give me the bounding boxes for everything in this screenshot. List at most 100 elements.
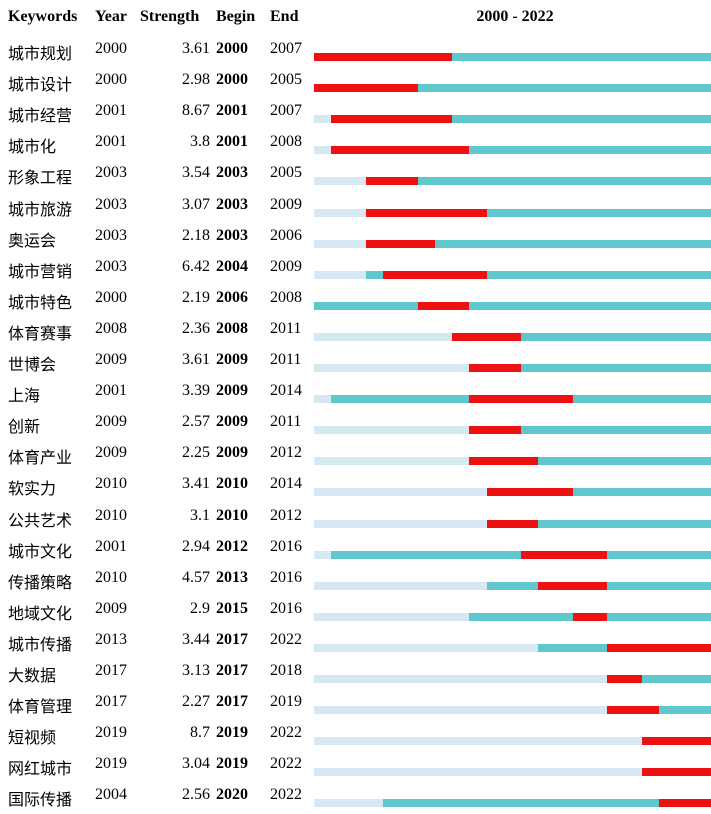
active-period-bar (486, 519, 711, 528)
table-row: 城市规划 2000 3.61 2000 2007 (0, 34, 711, 68)
begin-cell: 2003 (216, 195, 248, 213)
keyword-cell: 体育管理 (8, 697, 73, 717)
table-row: 上海 2001 3.39 2009 2014 (0, 376, 711, 410)
header-keywords: Keywords (8, 8, 78, 25)
inactive-period-bar (314, 332, 453, 341)
begin-cell: 2017 (216, 662, 248, 679)
end-cell: 2016 (270, 599, 302, 617)
year-cell: 2003 (95, 226, 127, 244)
year-cell: 2009 (95, 351, 127, 368)
keyword-cell: 软实力 (8, 479, 57, 499)
burst-bar (383, 270, 487, 279)
strength-cell: 3.8 (190, 133, 210, 151)
inactive-period-bar (314, 675, 608, 683)
table-row: 网红城市 2019 3.04 2019 2022 (0, 749, 711, 783)
burst-bar (314, 53, 453, 61)
burst-timeline (314, 675, 711, 683)
burst-bar (417, 301, 470, 310)
begin-cell: 2003 (216, 164, 248, 182)
table-row: 创新 2009 2.57 2009 2011 (0, 407, 711, 441)
strength-cell: 3.41 (182, 475, 210, 493)
strength-cell: 3.1 (190, 506, 210, 524)
burst-timeline (314, 53, 711, 61)
year-cell: 2001 (95, 382, 127, 400)
active-period-bar (452, 332, 711, 341)
year-cell: 2013 (95, 630, 127, 648)
active-period-bar (314, 53, 711, 61)
header-end: End (270, 8, 299, 25)
burst-bar (521, 550, 608, 559)
burst-timeline (314, 488, 711, 497)
keyword-cell: 网红城市 (8, 759, 73, 779)
table-row: 城市文化 2001 2.94 2012 2016 (0, 532, 711, 566)
burst-bar (331, 146, 470, 155)
table-row: 城市设计 2000 2.98 2000 2005 (0, 65, 711, 99)
keyword-cell: 城市规划 (8, 44, 73, 63)
burst-timeline (314, 270, 711, 279)
end-cell: 2022 (270, 786, 302, 804)
begin-cell: 2003 (216, 226, 248, 244)
inactive-period-bar (314, 208, 366, 217)
keyword-cell: 城市旅游 (8, 199, 73, 219)
inactive-period-bar (314, 706, 608, 715)
strength-cell: 3.61 (182, 40, 210, 57)
burst-timeline (314, 768, 711, 777)
keyword-cell: 体育赛事 (8, 323, 73, 343)
year-cell: 2000 (95, 288, 127, 306)
strength-cell: 2.27 (182, 693, 210, 711)
begin-cell: 2009 (216, 444, 248, 462)
year-cell: 2010 (95, 475, 127, 493)
active-period-bar (607, 706, 711, 715)
keyword-cell: 体育产业 (8, 448, 73, 468)
strength-cell: 3.13 (182, 662, 210, 679)
strength-cell: 8.67 (182, 102, 210, 120)
year-cell: 2001 (95, 537, 127, 555)
table-header: Keywords Year Strength Begin End 2000 - … (0, 0, 711, 40)
keyword-cell: 世博会 (8, 355, 57, 374)
begin-cell: 2019 (216, 755, 248, 773)
strength-cell: 3.39 (182, 382, 210, 400)
burst-bar (452, 332, 522, 341)
year-cell: 2019 (95, 755, 127, 773)
burst-bar (641, 768, 711, 777)
active-period-bar (365, 177, 711, 186)
keyword-cell: 创新 (8, 417, 41, 437)
burst-timeline (314, 364, 711, 372)
year-cell: 2001 (95, 133, 127, 151)
burst-timeline (314, 643, 711, 652)
begin-cell: 2004 (216, 257, 248, 275)
begin-cell: 2020 (216, 786, 248, 804)
table-row: 形象工程 2003 3.54 2003 2005 (0, 158, 711, 192)
burst-timeline (314, 208, 711, 217)
burst-timeline (314, 519, 711, 528)
active-period-bar (365, 208, 711, 217)
end-cell: 2016 (270, 568, 302, 586)
table-row: 奥运会 2003 2.18 2003 2006 (0, 221, 711, 255)
begin-cell: 2000 (216, 71, 248, 89)
end-cell: 2008 (270, 133, 302, 151)
strength-cell: 2.18 (182, 226, 210, 244)
end-cell: 2008 (270, 288, 302, 306)
year-cell: 2003 (95, 164, 127, 182)
strength-cell: 3.61 (182, 351, 210, 368)
burst-bar (469, 395, 573, 404)
strength-cell: 6.42 (182, 257, 210, 275)
end-cell: 2022 (270, 630, 302, 648)
end-cell: 2012 (270, 506, 302, 524)
inactive-period-bar (314, 768, 642, 777)
inactive-period-bar (314, 550, 332, 559)
burst-timeline (314, 84, 711, 93)
begin-cell: 2010 (216, 506, 248, 524)
end-cell: 2012 (270, 444, 302, 462)
active-period-bar (607, 675, 711, 683)
strength-cell: 2.98 (182, 71, 210, 89)
begin-cell: 2006 (216, 288, 248, 306)
burst-bar (607, 706, 660, 715)
begin-cell: 2009 (216, 413, 248, 431)
burst-bar (469, 457, 539, 466)
end-cell: 2007 (270, 102, 302, 120)
begin-cell: 2001 (216, 102, 248, 120)
begin-cell: 2017 (216, 630, 248, 648)
table-row: 大数据 2017 3.13 2017 2018 (0, 656, 711, 690)
year-cell: 2019 (95, 724, 127, 742)
